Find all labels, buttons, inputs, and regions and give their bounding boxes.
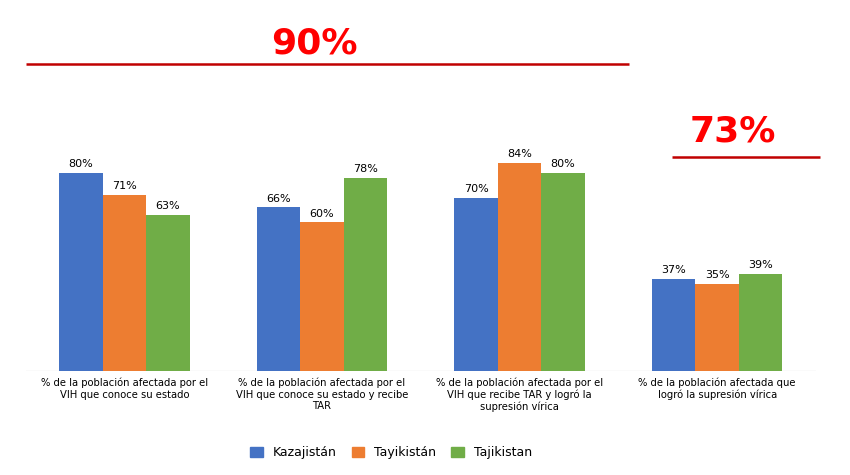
Text: 80%: 80%	[551, 159, 575, 169]
Text: 71%: 71%	[112, 181, 137, 191]
Bar	[300, 222, 343, 370]
Text: 80%: 80%	[69, 159, 94, 169]
Text: 70%: 70%	[464, 184, 489, 194]
Text: 84%: 84%	[507, 149, 532, 159]
Text: 37%: 37%	[661, 266, 686, 276]
Legend: Kazajistán, Tayikistán, Tajikistan: Kazajistán, Tayikistán, Tajikistan	[246, 441, 536, 464]
Text: 73%: 73%	[689, 114, 776, 148]
Text: 78%: 78%	[353, 164, 378, 174]
Text: 39%: 39%	[748, 260, 773, 270]
Bar	[146, 215, 190, 370]
Text: 60%: 60%	[309, 209, 334, 218]
Bar	[343, 178, 387, 370]
Bar	[695, 284, 739, 370]
Bar	[541, 173, 585, 370]
Bar	[103, 195, 146, 370]
Text: 66%: 66%	[266, 194, 291, 204]
Bar	[455, 198, 498, 370]
Bar	[739, 274, 782, 370]
Text: 90%: 90%	[271, 26, 358, 60]
Text: 35%: 35%	[705, 270, 729, 280]
Bar	[60, 173, 103, 370]
Text: 63%: 63%	[156, 201, 180, 211]
Bar	[652, 279, 695, 371]
Bar	[257, 208, 300, 370]
Bar	[498, 163, 541, 370]
